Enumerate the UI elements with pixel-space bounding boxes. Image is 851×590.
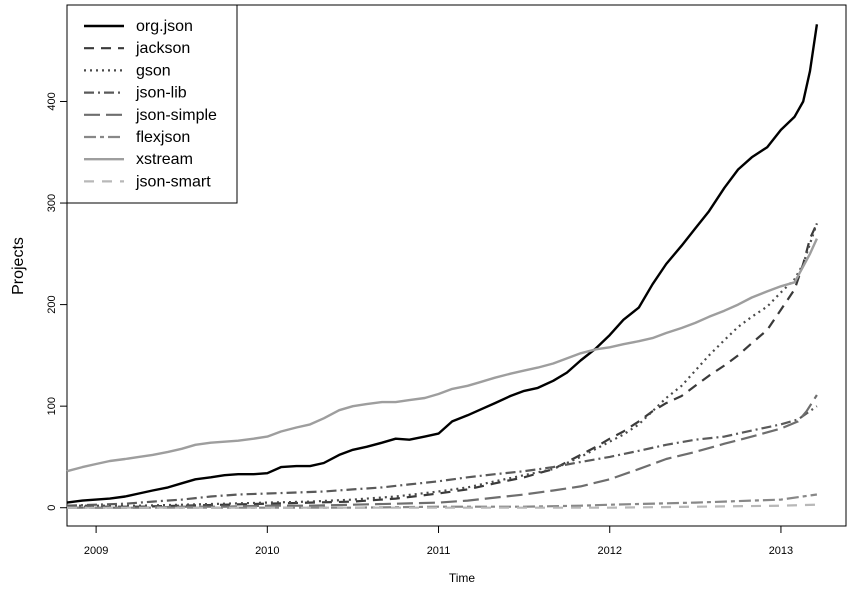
legend-label: flexjson (136, 129, 190, 146)
legend-label: xstream (136, 151, 193, 168)
y-tick-label: 100 (46, 397, 58, 415)
series-line-gson (67, 223, 818, 507)
legend-label: jackson (135, 40, 190, 57)
x-axis-title: Time (449, 571, 476, 585)
x-tick-label: 2009 (84, 545, 108, 557)
y-axis: 0 100 200 300 400 (46, 92, 67, 511)
legend-label: json-smart (135, 173, 211, 190)
x-axis: 2009 2010 2011 2012 2013 (84, 526, 793, 557)
y-axis-title: Projects (10, 237, 27, 295)
legend-label: gson (136, 62, 171, 79)
y-tick-label: 300 (46, 194, 58, 212)
series-line-org-json (66, 24, 819, 504)
series-line-jackson (67, 222, 818, 508)
x-tick-label: 2010 (255, 545, 279, 557)
y-tick-label: 400 (46, 92, 58, 110)
series-line-json-lib (66, 405, 818, 507)
y-tick-label: 0 (46, 505, 58, 511)
series-line-json-smart (67, 503, 817, 509)
legend-label: json-lib (135, 85, 187, 102)
series-line-xstream (66, 238, 818, 473)
legend-label: org.json (136, 18, 193, 35)
series-layer (66, 24, 819, 509)
y-tick-label: 200 (46, 295, 58, 313)
legend-label: json-simple (135, 107, 217, 124)
series-line-json-simple (67, 394, 818, 509)
x-tick-label: 2011 (427, 545, 451, 557)
legend: org.json jackson gson json-lib json-simple fl… (66, 4, 238, 204)
legend-box (66, 4, 238, 204)
x-tick-label: 2013 (769, 545, 793, 557)
x-tick-label: 2012 (597, 545, 621, 557)
plot-frame (66, 4, 847, 527)
